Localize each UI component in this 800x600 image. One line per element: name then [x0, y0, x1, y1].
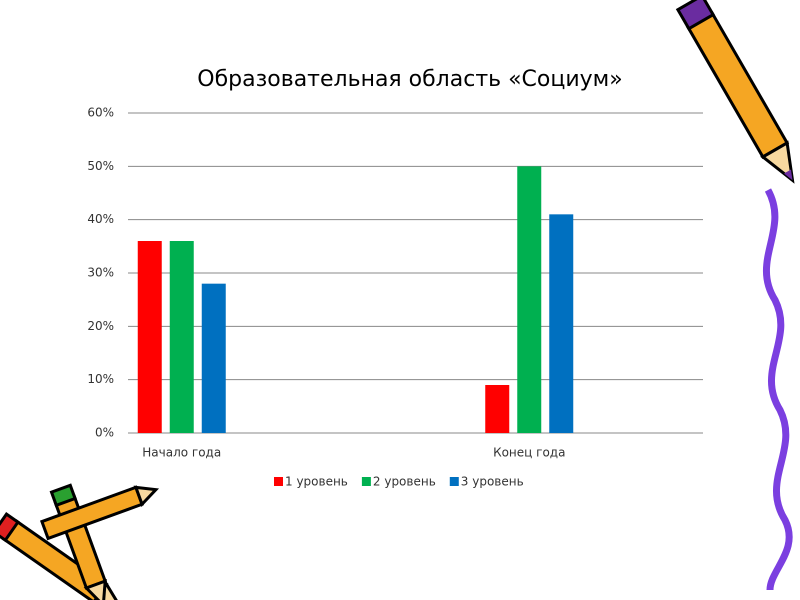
y-tick-label: 50%	[87, 159, 114, 173]
x-tick-label: Начало года	[142, 446, 221, 460]
y-tick-label: 30%	[87, 266, 114, 280]
bar	[169, 241, 194, 433]
legend-swatch	[274, 477, 283, 486]
x-tick-label: Конец года	[493, 446, 565, 460]
y-tick-label: 60%	[87, 106, 114, 120]
legend-swatch	[361, 477, 371, 486]
bar	[137, 241, 162, 433]
bar	[201, 283, 226, 433]
y-tick-label: 20%	[87, 319, 114, 333]
legend-label: 1 уровень	[285, 475, 348, 489]
y-tick-label: 10%	[87, 372, 114, 386]
bar	[517, 166, 542, 434]
y-tick-label: 0%	[95, 426, 114, 440]
legend-swatch	[449, 477, 459, 486]
bar	[549, 214, 574, 433]
chart-title: Образовательная область «Социум»	[197, 67, 622, 92]
legend-label: 3 уровень	[461, 475, 524, 489]
bar	[485, 385, 510, 433]
legend-label: 2 уровень	[373, 475, 436, 489]
y-tick-label: 40%	[87, 212, 114, 226]
